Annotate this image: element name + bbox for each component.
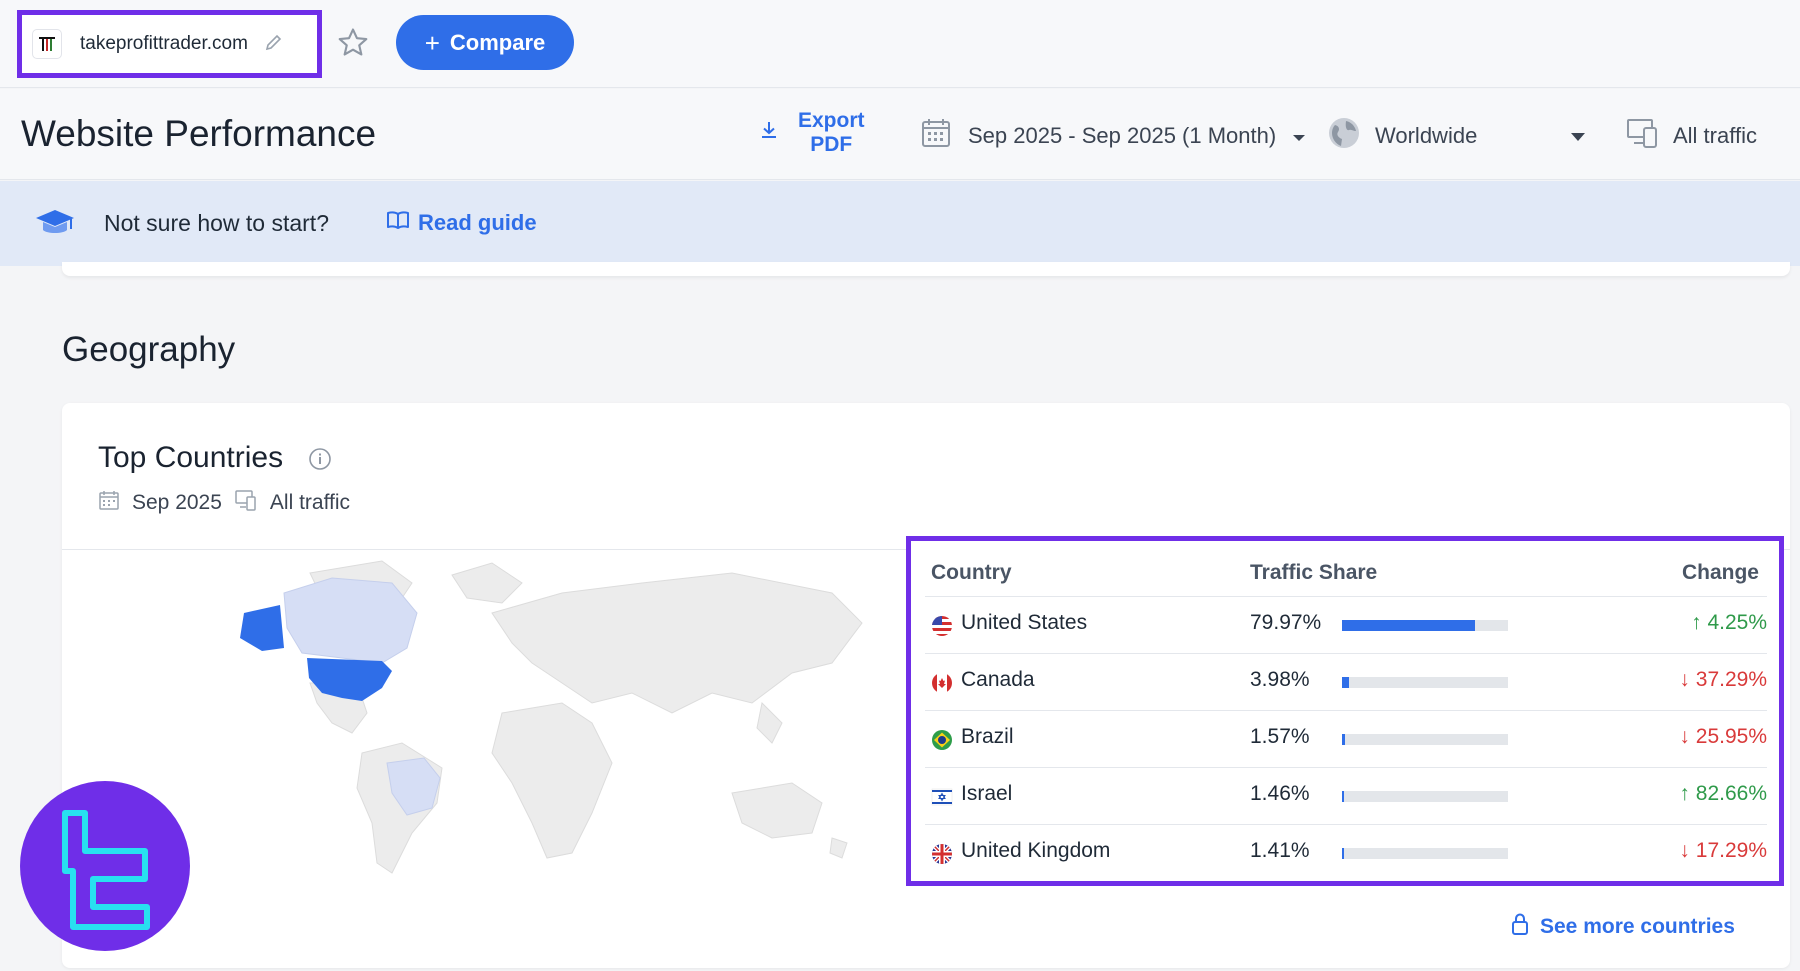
map-land-canada <box>283 577 418 664</box>
card-title: Top Countries <box>98 441 284 474</box>
tradingfinder-logo <box>20 781 190 951</box>
traffic-share-bar-fill <box>1342 677 1349 688</box>
traffic-share-bar <box>1342 620 1508 631</box>
traffic-share-bar-fill <box>1342 734 1345 745</box>
map-land-alaska <box>240 605 284 651</box>
country-name: Canada <box>961 668 1035 691</box>
arrow-up-icon: ↑ <box>1679 782 1690 805</box>
plus-icon: + <box>424 27 440 58</box>
devices-icon <box>1625 116 1659 156</box>
export-label-line1: Export <box>798 109 865 132</box>
region-value: Worldwide <box>1375 123 1478 148</box>
read-guide-label: Read guide <box>418 210 537 235</box>
calendar-icon <box>920 117 952 155</box>
chevron-down-icon[interactable] <box>1570 129 1586 147</box>
page-title: Website Performance <box>21 113 377 154</box>
canada-flag-icon <box>931 672 953 699</box>
arrow-up-icon: ↑ <box>1691 611 1702 634</box>
traffic-share-value: 1.57% <box>1250 725 1310 748</box>
compare-label: Compare <box>449 29 546 55</box>
domain-name: takeprofittrader.com <box>80 33 248 54</box>
previous-card-edge <box>62 262 1790 276</box>
table-row[interactable]: Israel 1.46% ↑ 82.66% <box>925 767 1767 824</box>
guide-question: Not sure how to start? <box>104 210 329 236</box>
traffic-share-value: 1.46% <box>1250 782 1310 805</box>
israel-flag-icon <box>931 786 953 813</box>
chevron-down-icon <box>1292 123 1306 149</box>
us-flag-icon <box>931 615 953 642</box>
table-row[interactable]: Canada 3.98% ↓ 37.29% <box>925 653 1767 710</box>
traffic-share-bar-fill <box>1342 791 1345 802</box>
change-value: ↓ 37.29% <box>1679 668 1767 691</box>
map-land-united-states <box>307 658 392 701</box>
see-more-countries-link[interactable]: See more countries <box>1510 912 1735 942</box>
column-header-country[interactable]: Country <box>931 561 1012 584</box>
change-value: ↑ 82.66% <box>1679 782 1767 805</box>
pencil-icon[interactable] <box>264 32 284 57</box>
export-label-line2: PDF <box>810 133 853 156</box>
traffic-share-bar-fill <box>1342 848 1345 859</box>
table-row[interactable]: United States 79.97% ↑ 4.25% <box>925 596 1767 653</box>
arrow-down-icon: ↓ <box>1679 668 1690 691</box>
country-name: Israel <box>961 782 1013 805</box>
arrow-down-icon: ↓ <box>1679 725 1690 748</box>
traffic-share-bar-fill <box>1342 620 1475 631</box>
map-land-brazil <box>386 757 441 816</box>
country-name: United Kingdom <box>961 839 1111 862</box>
country-name: United States <box>961 611 1088 634</box>
tp-logo-icon <box>32 29 62 59</box>
card-meta: Sep 2025 All traffic <box>98 489 350 517</box>
table-row[interactable]: Brazil 1.57% ↓ 25.95% <box>925 710 1767 767</box>
graduation-cap-icon <box>34 207 76 244</box>
change-value: ↑ 4.25% <box>1691 611 1767 634</box>
lock-icon <box>1510 912 1530 942</box>
globe-icon <box>1327 116 1361 156</box>
change-value: ↓ 17.29% <box>1679 839 1767 862</box>
world-map <box>240 560 863 874</box>
uk-flag-icon <box>931 843 953 870</box>
traffic-picker[interactable]: All traffic <box>1625 116 1757 156</box>
table-row[interactable]: United Kingdom 1.41% ↓ 17.29% <box>925 824 1767 881</box>
domain-chip[interactable]: takeprofittrader.com <box>17 10 322 78</box>
traffic-share-value: 1.41% <box>1250 839 1310 862</box>
traffic-share-bar <box>1342 848 1508 859</box>
meta-date: Sep 2025 <box>132 491 222 514</box>
see-more-label: See more countries <box>1540 915 1735 938</box>
country-name: Brazil <box>961 725 1014 748</box>
guide-banner: Not sure how to start? Read guide <box>0 181 1800 266</box>
arrow-down-icon: ↓ <box>1679 839 1690 862</box>
date-range-value: Sep 2025 - Sep 2025 (1 Month) <box>968 123 1277 148</box>
top-bar: takeprofittrader.com + Compare <box>0 0 1800 88</box>
countries-table: Country Traffic Share Change United Stat… <box>906 536 1784 886</box>
traffic-share-bar <box>1342 734 1508 745</box>
read-guide-link[interactable]: Read guide <box>386 210 537 236</box>
column-header-traffic-share[interactable]: Traffic Share <box>1250 561 1378 584</box>
traffic-share-value: 3.98% <box>1250 668 1310 691</box>
brazil-flag-icon <box>931 729 953 756</box>
star-icon[interactable] <box>336 26 370 65</box>
region-picker[interactable]: Worldwide <box>1327 116 1477 156</box>
header-row: Website Performance Export PDF Sep 2025 … <box>0 89 1800 180</box>
column-header-change[interactable]: Change <box>1681 561 1759 584</box>
traffic-share-value: 79.97% <box>1250 611 1322 634</box>
change-value: ↓ 25.95% <box>1679 725 1767 748</box>
export-pdf-button[interactable]: Export PDF <box>758 109 865 157</box>
traffic-share-bar <box>1342 791 1508 802</box>
compare-button[interactable]: + Compare <box>396 15 574 70</box>
download-icon <box>758 119 780 147</box>
calendar-icon <box>98 489 120 517</box>
info-icon[interactable] <box>308 447 332 476</box>
book-icon <box>386 210 410 236</box>
date-range-picker[interactable]: Sep 2025 - Sep 2025 (1 Month) <box>920 117 1306 155</box>
meta-traffic: All traffic <box>269 491 351 514</box>
section-title: Geography <box>62 330 236 369</box>
traffic-share-bar <box>1342 677 1508 688</box>
devices-icon <box>234 489 258 517</box>
traffic-value: All traffic <box>1673 123 1757 148</box>
